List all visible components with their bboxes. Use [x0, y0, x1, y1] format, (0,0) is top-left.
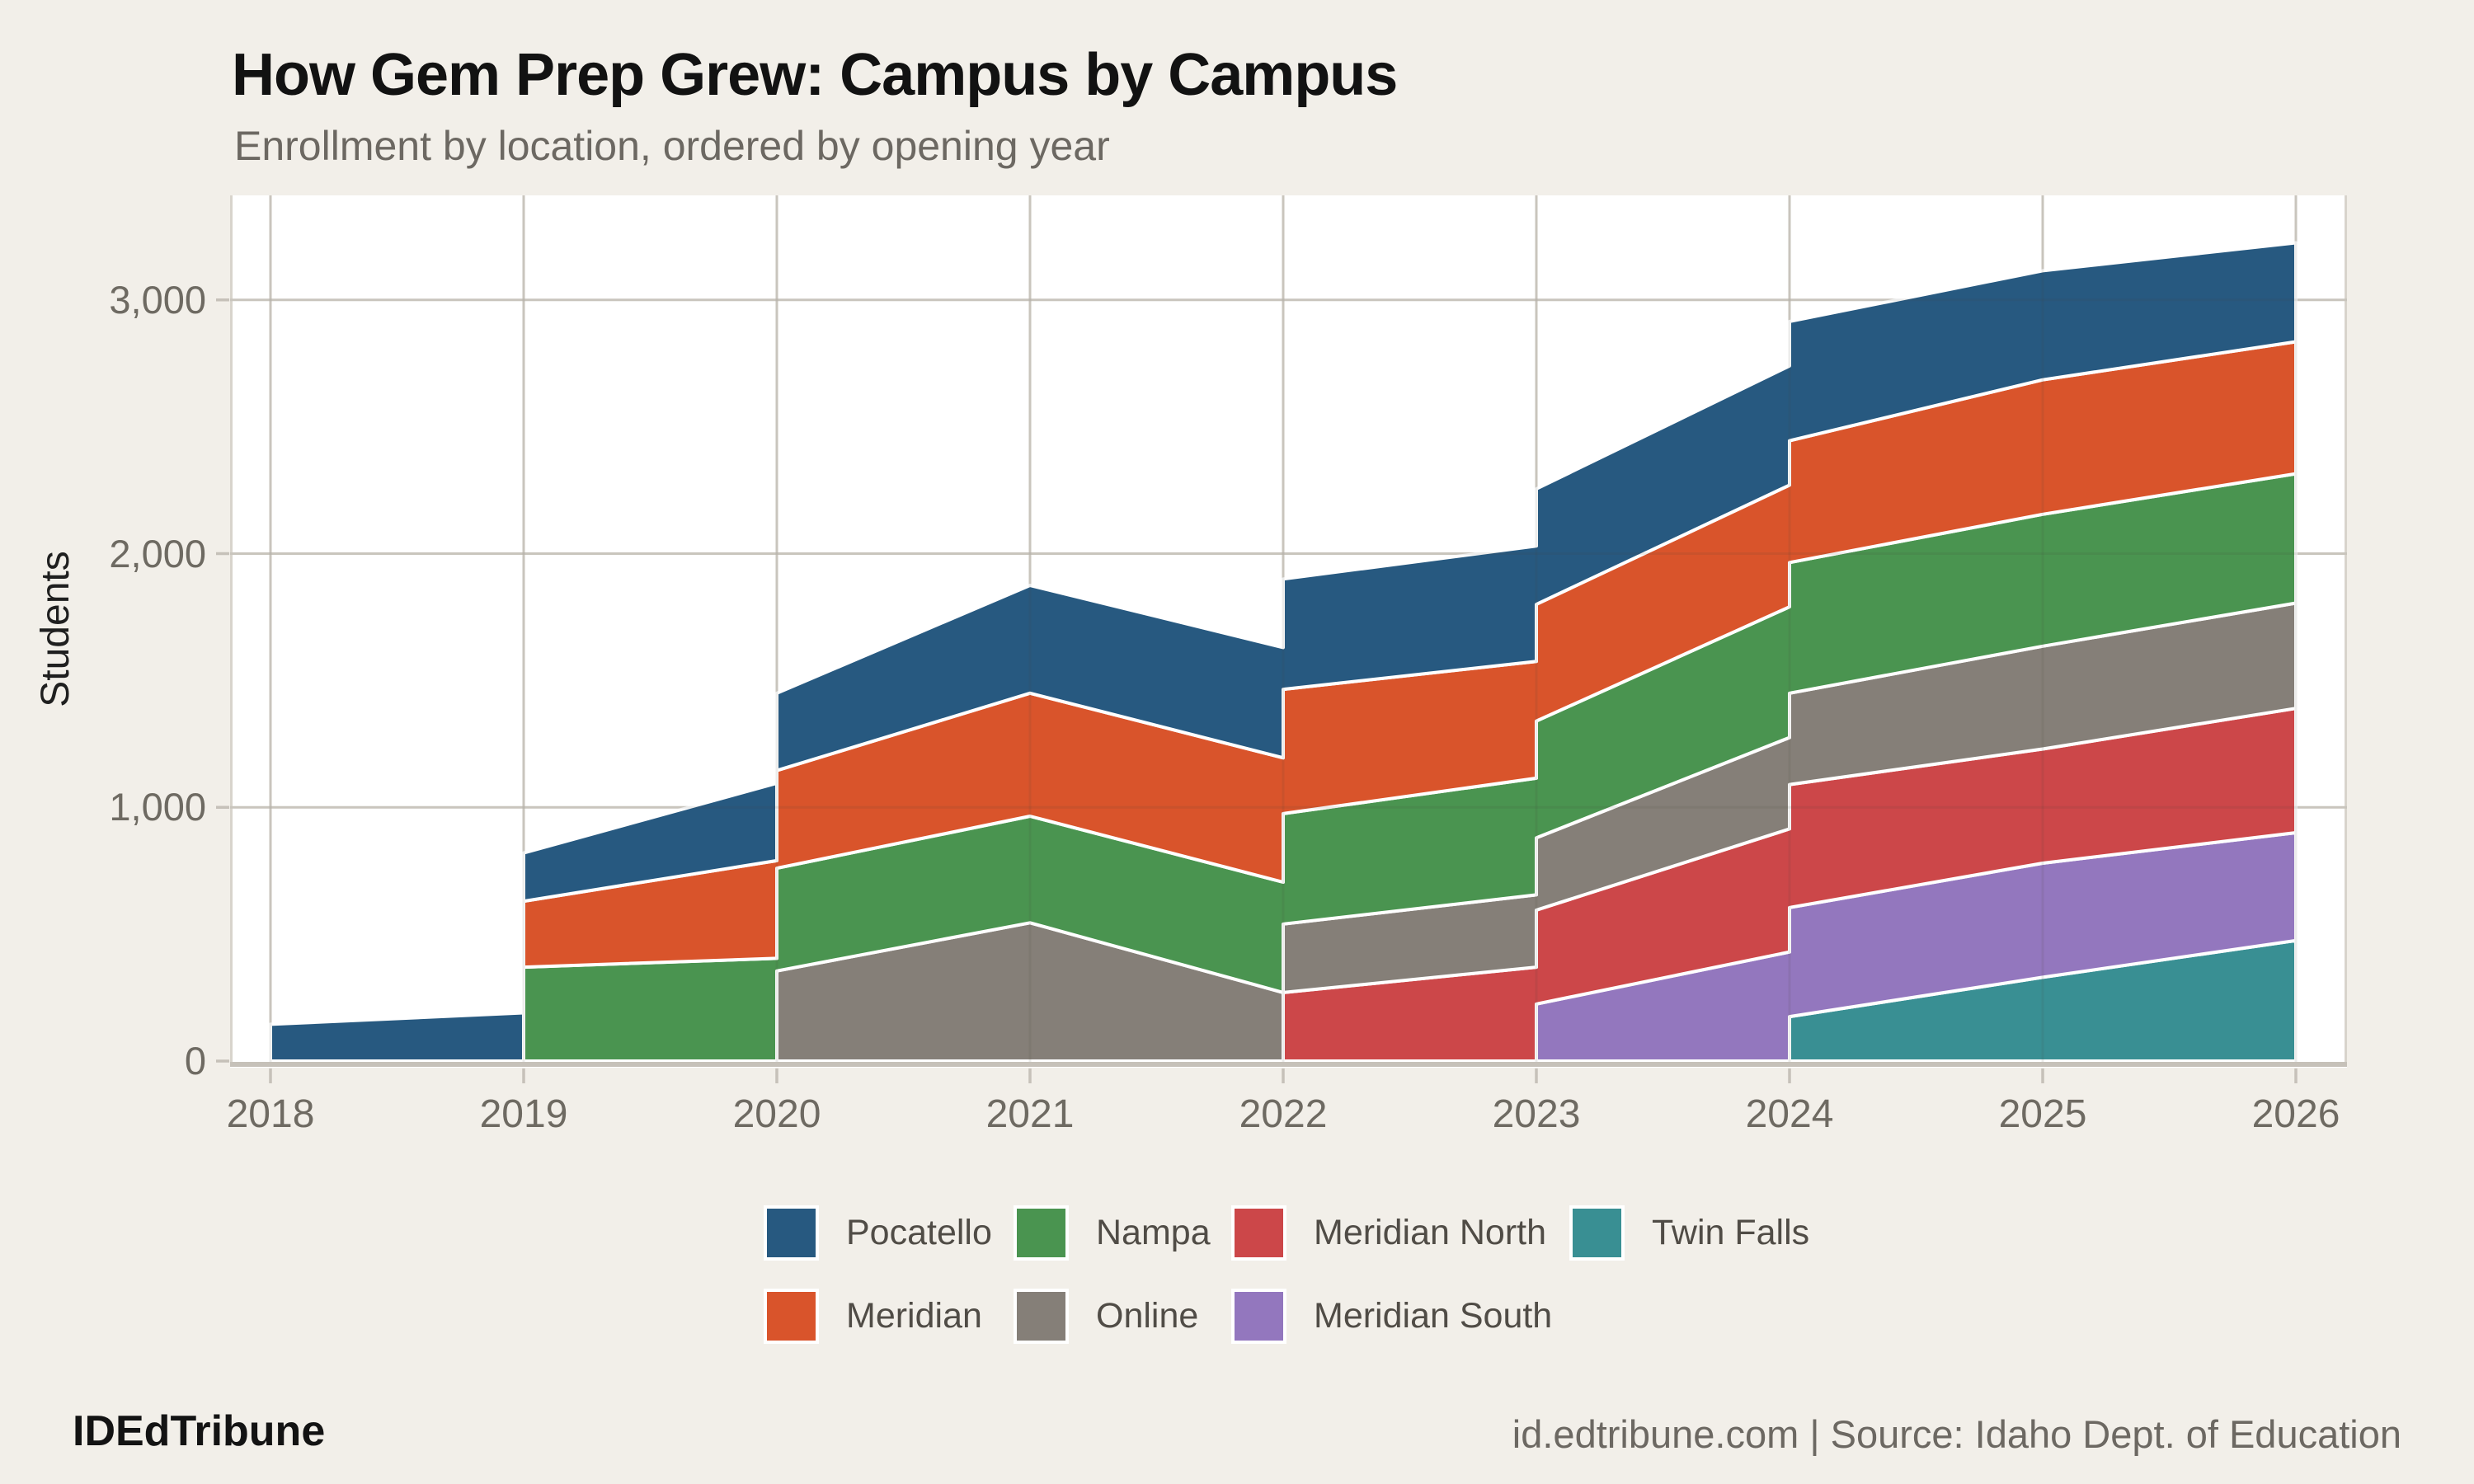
- chart-title: How Gem Prep Grew: Campus by Campus: [232, 42, 1398, 108]
- legend-label: Twin Falls: [1652, 1213, 1810, 1252]
- gridlines-overlay: [230, 195, 2347, 1063]
- legend-label: Nampa: [1096, 1213, 1211, 1252]
- axis-tick-marks: [216, 298, 2298, 1083]
- publisher-logo-text: IDEdTribune: [73, 1407, 326, 1455]
- legend-swatch-nampa: [1014, 1205, 1069, 1261]
- x-tick-label-2024: 2024: [1745, 1092, 1834, 1136]
- legend-swatch-meridian-south: [1231, 1289, 1286, 1344]
- legend-label: Pocatello: [846, 1213, 992, 1252]
- x-tick-label-2021: 2021: [985, 1092, 1075, 1136]
- legend-label: Online: [1096, 1296, 1199, 1336]
- x-tick-label-2020: 2020: [732, 1092, 821, 1136]
- legend-label: Meridian South: [1314, 1296, 1553, 1336]
- legend-label: Meridian: [846, 1296, 982, 1336]
- x-tick-label-2022: 2022: [1239, 1092, 1328, 1136]
- x-tick-label-2018: 2018: [226, 1092, 315, 1136]
- y-tick-label-0: 0: [184, 1039, 206, 1082]
- y-tick-label-2000: 2,000: [109, 531, 206, 575]
- y-tick-label-1000: 1,000: [109, 785, 206, 829]
- x-tick-label-2025: 2025: [1998, 1092, 2087, 1136]
- legend-swatch-meridian: [764, 1289, 819, 1344]
- x-tick-label-2023: 2023: [1492, 1092, 1581, 1136]
- legend-swatch-meridian-north: [1231, 1205, 1286, 1261]
- stacked-areas: [269, 241, 2298, 1063]
- x-tick-label-2026: 2026: [2251, 1092, 2340, 1136]
- area-pocatello: [269, 241, 2298, 1063]
- legend-swatch-twin-falls: [1569, 1205, 1625, 1261]
- x-tick-label-2019: 2019: [479, 1092, 568, 1136]
- source-attribution: id.edtribune.com | Source: Idaho Dept. o…: [1512, 1412, 2401, 1456]
- legend-swatch-online: [1014, 1289, 1069, 1344]
- y-tick-label-3000: 3,000: [109, 277, 206, 322]
- legend-label: Meridian North: [1314, 1213, 1546, 1252]
- legend-swatch-pocatello: [764, 1205, 819, 1261]
- chart-subtitle: Enrollment by location, ordered by openi…: [234, 123, 1110, 169]
